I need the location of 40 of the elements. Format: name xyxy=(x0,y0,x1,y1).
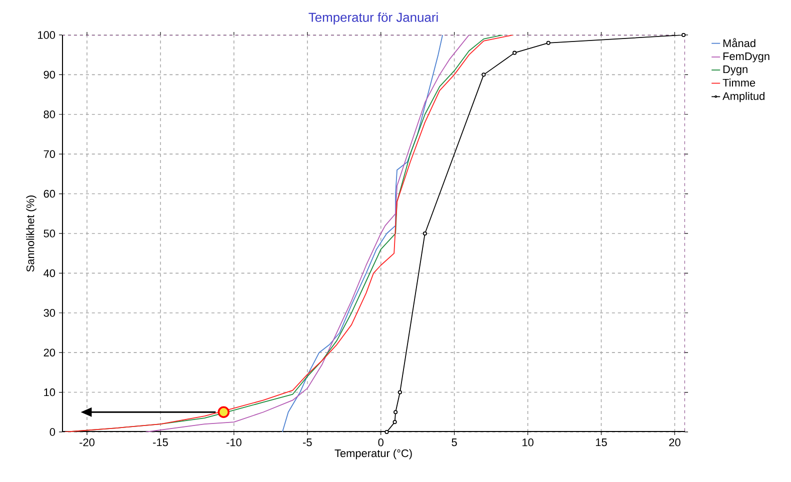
y-tick-label: 20 xyxy=(44,348,56,356)
x-tick-label: 0 xyxy=(378,438,384,446)
x-tick-label: 10 xyxy=(522,438,534,446)
y-tick-label: 10 xyxy=(44,388,56,396)
y-tick-label: 60 xyxy=(44,190,56,198)
legend-label: Dygn xyxy=(723,66,748,76)
y-tick-label: 70 xyxy=(44,150,56,158)
line-series xyxy=(145,34,470,432)
legend-label: Månad xyxy=(723,38,756,48)
x-tick-label: -10 xyxy=(226,438,242,446)
point xyxy=(512,50,517,55)
point xyxy=(392,420,397,424)
legend-label: FemDygn xyxy=(723,52,770,62)
point xyxy=(681,32,686,38)
y-tick-label: 90 xyxy=(44,70,56,79)
x-tick-label: 15 xyxy=(596,438,607,446)
y-axis-title: Sannolikhet (%) xyxy=(26,196,36,272)
point xyxy=(482,72,486,77)
y-tick-label: 0 xyxy=(50,428,56,436)
point xyxy=(422,231,427,236)
point xyxy=(398,390,402,394)
y-tick-label: 30 xyxy=(44,309,56,317)
y-tick-label: 100 xyxy=(38,31,56,39)
point xyxy=(394,410,398,414)
point xyxy=(384,430,389,434)
x-tick-label: 20 xyxy=(669,438,680,446)
y-tick-label: 40 xyxy=(44,269,56,278)
y-tick-label: 50 xyxy=(44,230,56,238)
x-axis-title: Temperatur (°C) xyxy=(334,449,412,460)
x-tick-label: 5 xyxy=(452,438,457,446)
x-tick-label: -15 xyxy=(153,438,168,446)
point xyxy=(218,406,230,418)
x-tick-label: -5 xyxy=(303,438,312,446)
chart-title: Temperatur för Januari xyxy=(308,12,438,24)
legend-label: Amplitud xyxy=(722,92,764,102)
point xyxy=(546,40,550,45)
legend-label: Timme xyxy=(722,78,756,87)
y-tick-label: 80 xyxy=(44,110,56,118)
line-series xyxy=(282,34,444,432)
x-tick-label: -20 xyxy=(80,438,94,446)
